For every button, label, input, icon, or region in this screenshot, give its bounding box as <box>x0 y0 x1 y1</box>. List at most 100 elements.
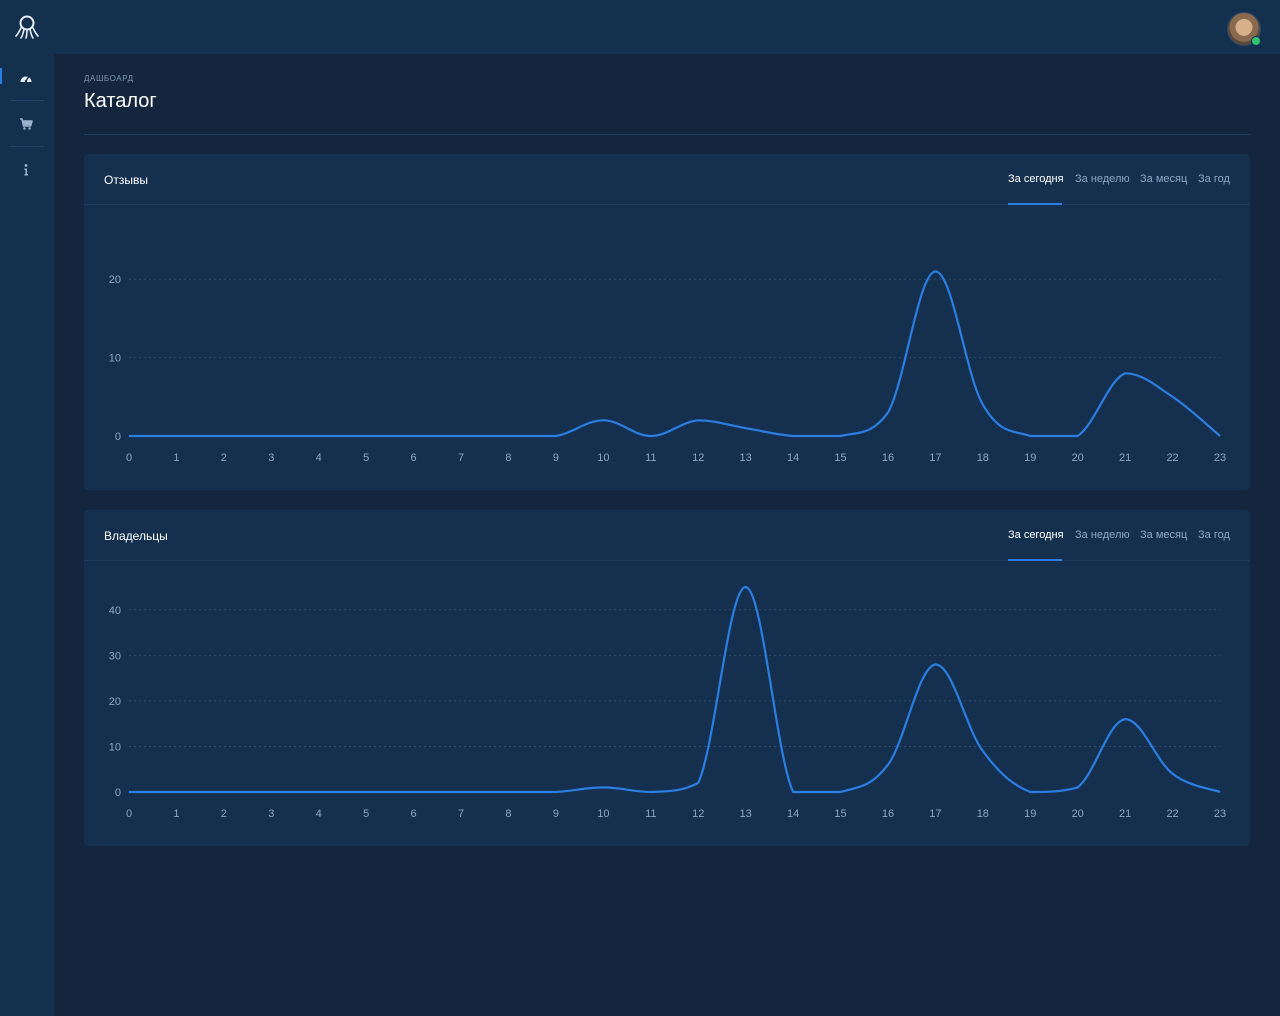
octopus-logo-icon[interactable] <box>14 14 40 40</box>
data-point <box>507 434 510 437</box>
x-tick-label: 4 <box>316 452 322 464</box>
active-tab-underline <box>1008 203 1062 205</box>
tab-year[interactable]: За год <box>1198 173 1230 185</box>
x-tick-label: 5 <box>363 452 369 464</box>
tab-month[interactable]: За месяц <box>1140 173 1188 185</box>
data-point <box>839 790 842 793</box>
y-tick-label: 0 <box>115 431 121 443</box>
data-point <box>1218 434 1221 437</box>
x-tick-label: 10 <box>597 808 609 820</box>
y-tick-label: 10 <box>109 353 121 365</box>
data-point <box>412 790 415 793</box>
data-point <box>507 790 510 793</box>
sidebar-item-info[interactable] <box>8 147 44 193</box>
x-tick-label: 12 <box>692 808 704 820</box>
x-tick-label: 11 <box>645 808 656 820</box>
data-point <box>554 790 557 793</box>
avatar[interactable] <box>1227 12 1261 46</box>
data-point <box>744 585 747 588</box>
data-point <box>649 790 652 793</box>
y-tick-label: 40 <box>109 605 121 617</box>
tab-today[interactable]: За сегодня <box>1008 529 1064 541</box>
x-tick-label: 15 <box>834 808 846 820</box>
x-tick-label: 18 <box>977 808 989 820</box>
x-tick-label: 23 <box>1214 452 1226 464</box>
tab-month[interactable]: За месяц <box>1140 529 1188 541</box>
tab-today[interactable]: За сегодня <box>1008 173 1064 185</box>
x-tick-label: 21 <box>1119 808 1131 820</box>
x-tick-label: 22 <box>1166 808 1178 820</box>
sidebar-item-catalog[interactable] <box>8 101 44 147</box>
active-tab-underline <box>1008 559 1062 561</box>
x-tick-label: 7 <box>458 452 464 464</box>
reviews-panel: Отзывы За сегодня За неделю За месяц За … <box>84 154 1250 490</box>
data-point <box>554 434 557 437</box>
y-tick-label: 20 <box>109 696 121 708</box>
x-tick-label: 15 <box>834 452 846 464</box>
x-tick-label: 0 <box>126 452 132 464</box>
x-tick-label: 1 <box>173 808 179 820</box>
x-tick-label: 1 <box>173 452 179 464</box>
data-point <box>697 419 700 422</box>
x-tick-label: 8 <box>505 808 511 820</box>
x-tick-label: 9 <box>553 808 559 820</box>
x-tick-label: 13 <box>740 452 752 464</box>
page-title: Каталог <box>84 90 157 112</box>
data-point <box>365 434 368 437</box>
tab-week[interactable]: За неделю <box>1075 529 1130 541</box>
y-tick-label: 10 <box>109 741 121 753</box>
data-point <box>981 749 984 752</box>
sidebar-divider <box>10 100 44 101</box>
x-tick-label: 2 <box>221 452 227 464</box>
panel-header: Отзывы За сегодня За неделю За месяц За … <box>84 154 1250 205</box>
x-tick-label: 22 <box>1166 452 1178 464</box>
speedometer-icon <box>20 76 32 83</box>
top-bar <box>0 0 1280 54</box>
data-point <box>222 790 225 793</box>
tab-year[interactable]: За год <box>1198 529 1230 541</box>
x-tick-label: 2 <box>221 808 227 820</box>
tab-week[interactable]: За неделю <box>1075 173 1130 185</box>
data-point <box>1124 718 1127 721</box>
x-tick-label: 20 <box>1072 452 1084 464</box>
data-point <box>459 434 462 437</box>
data-point <box>744 427 747 430</box>
x-tick-label: 5 <box>363 808 369 820</box>
series-line <box>129 270 1221 438</box>
breadcrumb[interactable]: ДАШБОАРД <box>84 74 134 83</box>
x-tick-label: 3 <box>268 452 274 464</box>
data-point <box>317 434 320 437</box>
data-point <box>317 790 320 793</box>
data-point <box>697 781 700 784</box>
data-point <box>1124 372 1127 375</box>
x-tick-label: 4 <box>316 808 322 820</box>
sidebar-active-indicator <box>0 68 2 84</box>
sidebar-divider <box>10 146 44 147</box>
x-tick-label: 13 <box>740 808 752 820</box>
x-tick-label: 14 <box>787 808 799 820</box>
y-tick-label: 0 <box>115 787 121 799</box>
y-tick-label: 20 <box>109 274 121 286</box>
data-point <box>365 790 368 793</box>
data-point <box>1076 786 1079 789</box>
header-divider <box>84 134 1250 135</box>
panel-title: Владельцы <box>104 529 168 543</box>
data-point <box>412 434 415 437</box>
x-tick-label: 18 <box>977 452 989 464</box>
x-tick-label: 12 <box>692 452 704 464</box>
data-point <box>1171 772 1174 775</box>
data-point <box>127 790 130 793</box>
x-tick-label: 19 <box>1024 808 1036 820</box>
x-tick-label: 10 <box>597 452 609 464</box>
data-point <box>886 411 889 414</box>
data-point <box>649 434 652 437</box>
sidebar-item-dashboard[interactable] <box>8 56 44 102</box>
x-tick-label: 23 <box>1214 808 1226 820</box>
data-point <box>1029 790 1032 793</box>
data-point <box>791 434 794 437</box>
data-point <box>602 419 605 422</box>
info-icon <box>24 164 28 176</box>
data-point <box>127 434 130 437</box>
